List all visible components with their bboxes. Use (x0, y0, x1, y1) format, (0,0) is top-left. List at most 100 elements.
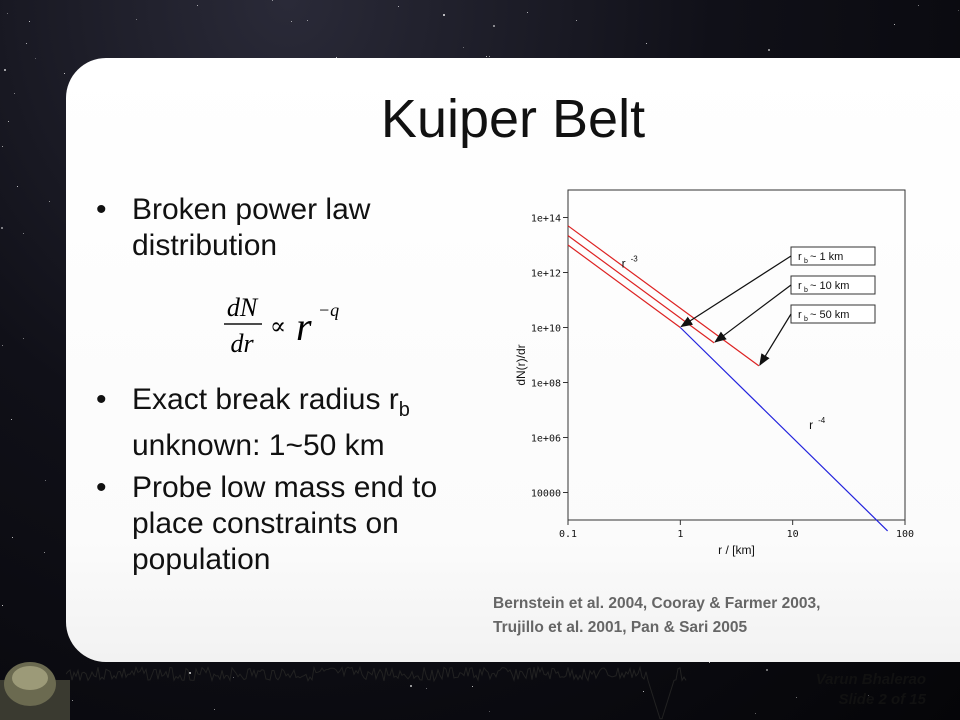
slope-label: r (622, 257, 626, 271)
star (136, 19, 137, 20)
star (868, 695, 869, 696)
star (426, 688, 427, 689)
author-name: Varun Bhalerao (815, 671, 926, 688)
slide-number: Slide 2 of 15 (838, 691, 926, 708)
series-line (567, 235, 715, 344)
star (527, 12, 528, 13)
star (8, 121, 9, 122)
bullet-dot-icon: • (96, 471, 107, 504)
star (307, 20, 308, 21)
annotation-arrow (680, 255, 792, 328)
slide-footer: Varun Bhalerao Slide 2 of 15 (816, 670, 926, 710)
star (646, 43, 647, 44)
bullet-text: Probe low mass end to place constraints … (132, 471, 438, 576)
x-tick-label: 1 (677, 529, 683, 540)
star (463, 47, 464, 48)
star (23, 338, 24, 339)
star (4, 69, 6, 71)
star (35, 58, 36, 59)
star (197, 5, 198, 6)
star (2, 146, 3, 147)
star (45, 480, 46, 481)
annotation-subscript: b (804, 287, 808, 294)
star (64, 73, 65, 74)
bullet-text: Broken power law distribution (132, 193, 371, 262)
waveform-line (66, 665, 687, 720)
star (576, 20, 577, 21)
star (49, 201, 50, 202)
bullet-subscript: b (398, 399, 410, 421)
star (489, 56, 490, 57)
star (11, 419, 12, 420)
star (214, 709, 215, 710)
y-tick-label: 10000 (531, 489, 561, 500)
star (486, 56, 487, 57)
series-line (567, 225, 760, 367)
y-tick-label: 1e+08 (531, 379, 561, 390)
star (768, 49, 770, 51)
annotation-text: ~ 10 km (810, 280, 849, 292)
bullet-item: • Exact break radius rb unknown: 1~50 km (96, 382, 496, 462)
eq-proportional: ∝ (270, 312, 286, 340)
bullet-list: • Broken power law distribution • Exact … (96, 192, 496, 578)
annotation-text: r (798, 280, 802, 292)
bullet-text: Exact break radius r (132, 383, 399, 416)
star (796, 697, 797, 698)
eq-exponent: −q (318, 300, 339, 320)
star (7, 13, 8, 14)
power-law-equation: dN dr ∝ r −q (224, 293, 339, 358)
annotation-arrow (714, 284, 792, 343)
observatory-dome-icon (0, 662, 70, 720)
star (291, 21, 292, 22)
star (189, 672, 191, 674)
annotation-subscript: b (804, 316, 808, 323)
annotation-text: ~ 1 km (810, 251, 843, 263)
bullet-dot-icon: • (96, 383, 107, 416)
y-tick-label: 1e+14 (531, 214, 561, 225)
citation-line: Bernstein et al. 2004, Cooray & Farmer 2… (493, 595, 821, 612)
annotation-subscript: b (804, 258, 808, 265)
slide-title: Kuiper Belt (380, 89, 646, 149)
slope-label: r (809, 418, 813, 432)
star (14, 93, 15, 94)
star (23, 233, 24, 234)
bullet-item: • Broken power law distribution (96, 192, 496, 264)
citation-line: Trujillo et al. 2001, Pan & Sari 2005 (493, 619, 748, 636)
x-tick-label: 100 (896, 529, 914, 540)
star (410, 685, 412, 687)
bullet-item: • Probe low mass end to place constraint… (96, 470, 496, 578)
slide-panel (66, 58, 960, 662)
power-law-chart: 0.1 1 10 100 10000 1e+06 1e+08 1e+10 1e+12 1e+14 r… (514, 189, 914, 557)
star (44, 552, 45, 553)
star (398, 6, 399, 7)
star (489, 711, 490, 712)
star (766, 669, 768, 671)
annotation-text: ~ 50 km (810, 309, 849, 321)
star (272, 0, 273, 1)
bullet-text-tail: unknown: 1~50 km (132, 429, 385, 462)
y-tick-label: 1e+06 (531, 434, 561, 445)
y-tick-label: 1e+10 (531, 324, 561, 335)
star (472, 686, 473, 687)
citation: Bernstein et al. 2004, Cooray & Farmer 2… (493, 592, 820, 640)
star (443, 14, 445, 16)
star (643, 691, 644, 692)
star (12, 537, 13, 538)
x-tick-label: 0.1 (559, 529, 577, 540)
slope-exponent: -3 (631, 255, 639, 264)
y-tick-label: 1e+12 (531, 269, 561, 280)
star (1, 227, 3, 229)
bullet-dot-icon: • (96, 193, 107, 226)
waveform-decoration (66, 665, 687, 720)
star (233, 677, 234, 678)
star (958, 10, 959, 11)
x-axis-label: r / [km] (718, 543, 755, 557)
star (29, 21, 30, 22)
plot-frame (567, 189, 906, 521)
eq-denominator: dr (230, 329, 254, 358)
star (918, 5, 919, 6)
annotation-text: r (798, 309, 802, 321)
star (2, 605, 3, 606)
x-tick-label: 10 (787, 529, 799, 540)
y-axis-label: dN(r)/dr (514, 344, 528, 385)
